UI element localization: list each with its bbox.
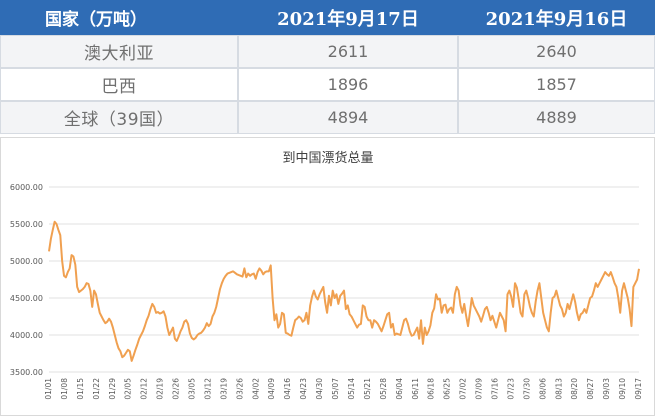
x-tick-label: 03/26: [235, 378, 244, 400]
y-tick-label: 6000.00: [10, 183, 43, 192]
x-tick-label: 08/06: [538, 378, 547, 400]
x-tick-label: 06/11: [411, 378, 420, 400]
data-table: 国家（万吨） 2021年9月17日 2021年9月16日 澳大利亚 2611 2…: [0, 0, 655, 134]
x-tick-label: 05/07: [331, 378, 340, 400]
x-tick-label: 08/20: [570, 378, 579, 400]
row-value-2: 4889: [458, 101, 655, 134]
row-value-2: 1857: [458, 68, 655, 101]
x-tick-label: 07/02: [459, 378, 468, 400]
x-tick-label: 09/10: [618, 378, 627, 400]
x-tick-label: 05/28: [379, 378, 388, 400]
table-row: 全球（39国） 4894 4889: [0, 101, 655, 134]
x-tick-label: 08/27: [586, 378, 595, 400]
chart-title: 到中国漂货总量: [282, 150, 373, 166]
y-tick-label: 4000.00: [10, 331, 43, 340]
row-value-1: 1896: [238, 68, 458, 101]
x-tick-label: 04/23: [299, 378, 308, 400]
x-tick-label: 05/14: [347, 378, 356, 400]
x-tick-label: 05/21: [363, 378, 372, 400]
x-tick-label: 03/12: [203, 378, 212, 400]
table-header-row: 国家（万吨） 2021年9月17日 2021年9月16日: [0, 0, 655, 35]
row-value-1: 2611: [238, 35, 458, 68]
x-tick-label: 02/26: [172, 378, 181, 400]
table-row: 澳大利亚 2611 2640: [0, 35, 655, 68]
row-country: 巴西: [0, 68, 238, 101]
series-line: [48, 220, 640, 362]
chart-area: 到中国漂货总量 3500.00 4000.00 4500.00 5000.00 5500…: [0, 137, 655, 416]
header-country: 国家（万吨）: [0, 0, 238, 35]
x-tick-label: 01/22: [92, 378, 101, 400]
x-tick-label: 06/04: [395, 378, 404, 400]
x-tick-label: 07/23: [506, 378, 515, 400]
x-tick-label: 06/18: [427, 378, 436, 400]
x-tick-label: 04/30: [315, 378, 324, 400]
y-tick-label: 4500.00: [10, 294, 43, 303]
line-chart: 到中国漂货总量 3500.00 4000.00 4500.00 5000.00 5500…: [10, 150, 643, 400]
x-tick-label: 01/15: [76, 378, 85, 400]
x-tick-label: 03/05: [188, 378, 197, 400]
x-tick-label: 07/09: [475, 378, 484, 400]
x-tick-label: 03/19: [219, 378, 228, 400]
x-tick-label: 01/01: [44, 378, 53, 400]
row-value-1: 4894: [238, 101, 458, 134]
header-date-2: 2021年9月16日: [458, 0, 655, 35]
x-tick-label: 07/16: [490, 378, 499, 400]
x-tick-label: 01/08: [60, 378, 69, 400]
row-country: 全球（39国）: [0, 101, 238, 134]
row-value-2: 2640: [458, 35, 655, 68]
y-tick-label: 5000.00: [10, 257, 43, 266]
x-tick-label: 02/12: [140, 378, 149, 400]
x-tick-label: 07/30: [522, 378, 531, 400]
x-tick-label: 09/17: [634, 378, 643, 400]
x-tick-label: 04/16: [283, 378, 292, 400]
row-country: 澳大利亚: [0, 35, 238, 68]
header-date-1: 2021年9月17日: [238, 0, 458, 35]
x-tick-label: 02/05: [124, 378, 133, 400]
x-tick-label: 04/02: [251, 378, 260, 400]
table-row: 巴西 1896 1857: [0, 68, 655, 101]
y-tick-label: 5500.00: [10, 220, 43, 229]
y-tick-label: 3500.00: [10, 368, 43, 377]
x-tick-label: 06/25: [443, 378, 452, 400]
x-tick-label: 01/29: [108, 378, 117, 400]
x-tick-label: 04/09: [267, 378, 276, 400]
x-tick-label: 08/13: [554, 378, 563, 400]
x-tick-label: 09/03: [602, 378, 611, 400]
x-tick-label: 02/19: [156, 378, 165, 400]
